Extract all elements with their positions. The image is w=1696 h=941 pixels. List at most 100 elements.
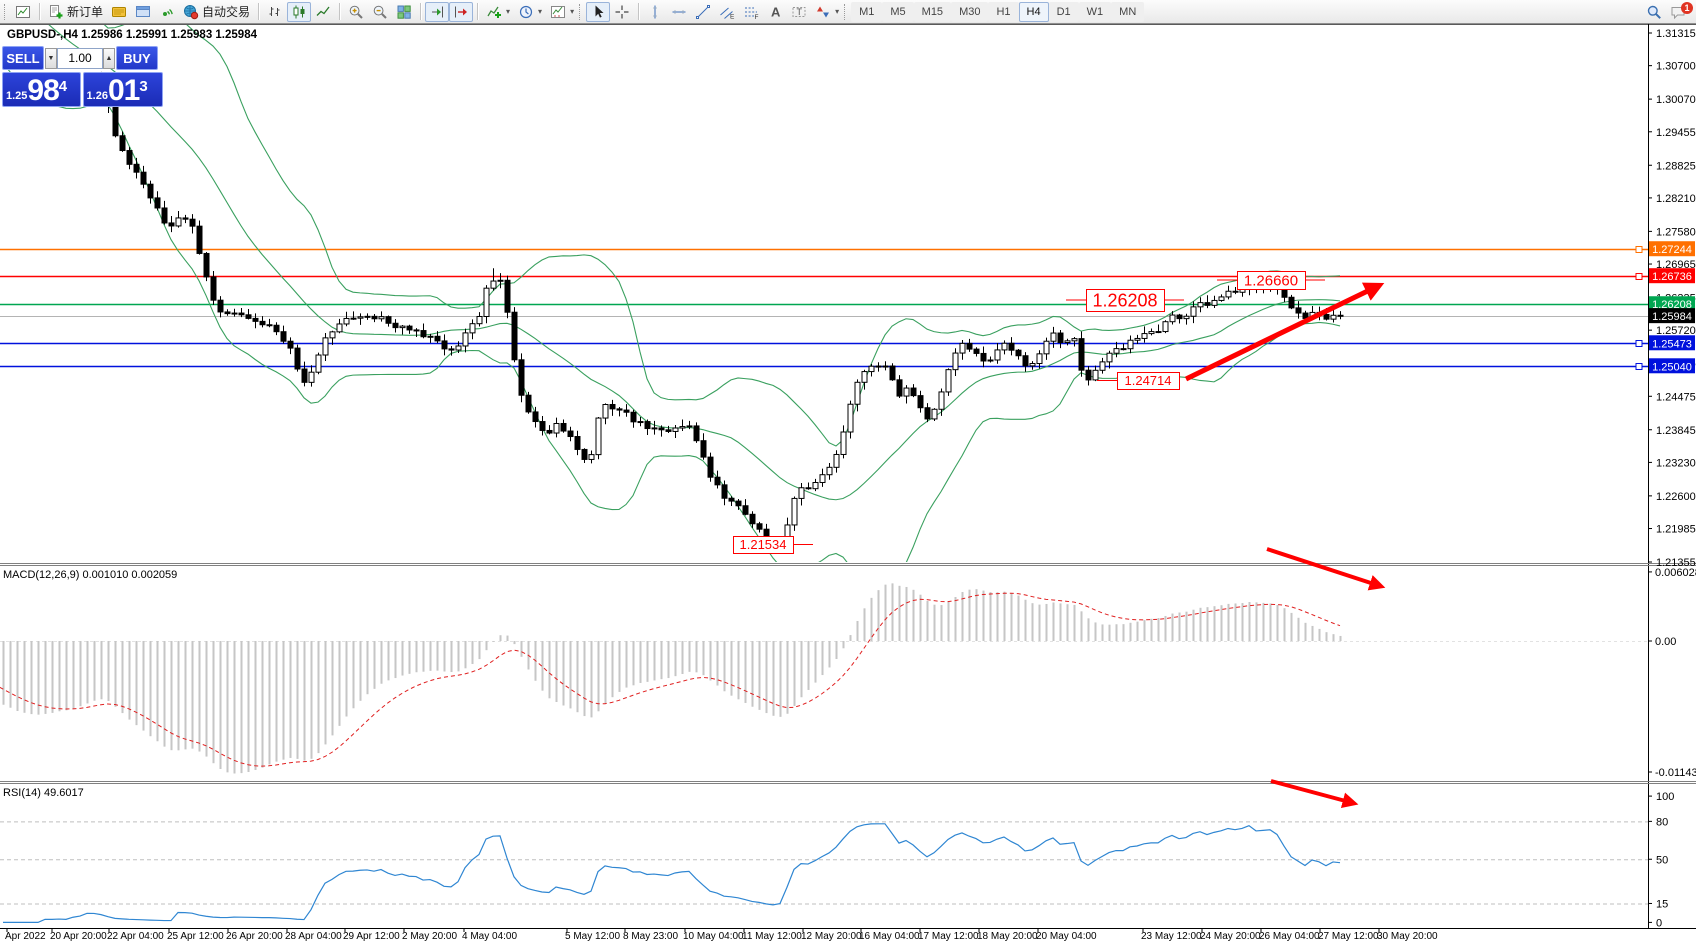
toolbar-navigator-button[interactable] xyxy=(131,2,155,22)
candle xyxy=(819,474,826,484)
main-chart-pane[interactable] xyxy=(0,0,1648,591)
dropdown-arrow-icon[interactable]: ▾ xyxy=(506,7,511,16)
hline-handle[interactable] xyxy=(1635,363,1643,370)
toolbar-chart-window-icon[interactable] xyxy=(11,2,35,22)
price-annotation-box[interactable] xyxy=(733,536,794,554)
candle xyxy=(1232,290,1239,293)
toolbar-zoom-out-button[interactable] xyxy=(368,2,392,22)
label-icon: T xyxy=(792,6,806,17)
price-annotation-box[interactable] xyxy=(1117,372,1180,390)
buy-price-prefix: 1.26 xyxy=(86,90,108,102)
toolbar-line-chart-button[interactable] xyxy=(311,2,335,22)
toolbar-grip[interactable] xyxy=(579,3,583,20)
toolbar-templates-button[interactable]: ▾ xyxy=(546,2,578,22)
candle xyxy=(119,135,126,152)
timeframe-m15-button[interactable]: M15 xyxy=(913,1,952,22)
toolbar-notifications-button[interactable]: 1 xyxy=(1666,1,1693,22)
candle xyxy=(126,150,133,165)
volume-input[interactable] xyxy=(57,47,103,69)
sell-button[interactable]: SELL xyxy=(2,46,44,70)
svg-text:1.26965: 1.26965 xyxy=(1656,259,1696,271)
timeframe-h4-button[interactable]: H4 xyxy=(1018,1,1049,22)
candle xyxy=(476,315,483,325)
sell-price-button[interactable]: 1.25 98 4 xyxy=(2,72,81,107)
candle xyxy=(903,387,910,397)
volume-decrease-button[interactable]: ▼ xyxy=(45,47,57,69)
toolbar-new-order-button[interactable]: 新订单 xyxy=(44,2,107,22)
price-axis[interactable]: 1.31315 1.30700 1.30070 1.29455 1.28825 1.282… xyxy=(1648,28,1696,929)
chart-title: GBPUSD-,H4 1.25986 1.25991 1.25983 1.259… xyxy=(7,29,257,41)
buy-button[interactable]: BUY xyxy=(116,46,158,70)
candle xyxy=(1295,307,1302,314)
toolbar-candlestick-chart-button[interactable] xyxy=(287,1,312,22)
toolbar-autotrading-button[interactable]: 自动交易 xyxy=(179,2,254,22)
price-badge xyxy=(1649,335,1695,351)
buy-price-button[interactable]: 1.26 01 3 xyxy=(82,72,163,107)
hline-handle[interactable] xyxy=(1635,246,1643,253)
candle xyxy=(651,427,658,430)
candle xyxy=(1183,315,1190,320)
toolbar-market-watch-button[interactable] xyxy=(107,2,131,22)
price-annotation-box[interactable] xyxy=(1086,289,1165,312)
price-forecast-arrow[interactable] xyxy=(1184,282,1385,382)
candle xyxy=(1015,349,1022,357)
macd-pane[interactable] xyxy=(0,583,1648,774)
toolbar-zoom-in-button[interactable] xyxy=(344,2,368,22)
svg-text:8 May 23:00: 8 May 23:00 xyxy=(623,931,678,941)
svg-text:1.25473: 1.25473 xyxy=(1652,338,1692,350)
macd-forecast-arrow[interactable] xyxy=(1266,547,1386,591)
toolbar-grip[interactable] xyxy=(844,3,848,20)
candle xyxy=(154,197,161,209)
candle xyxy=(1141,333,1148,339)
hline-handle[interactable] xyxy=(1635,273,1643,280)
candle xyxy=(1050,332,1057,342)
candle xyxy=(588,454,595,460)
toolbar-periods-button[interactable]: ▾ xyxy=(514,2,546,22)
candle xyxy=(441,340,448,350)
toolbar-crosshair-button[interactable] xyxy=(610,2,634,22)
toolbar-grip[interactable] xyxy=(4,3,8,20)
toolbar-bar-chart-button[interactable] xyxy=(263,2,287,22)
macd-signal-line xyxy=(0,592,1341,767)
toolbar-search-button[interactable] xyxy=(1642,2,1666,22)
dropdown-arrow-icon[interactable]: ▾ xyxy=(835,7,840,16)
rsi-forecast-arrow[interactable] xyxy=(1270,779,1359,809)
candle xyxy=(644,421,651,430)
toolbar-equidistant-channel-button[interactable]: E xyxy=(715,2,739,22)
candle xyxy=(287,340,294,349)
toolbar-cursor-button[interactable] xyxy=(586,1,611,22)
dropdown-arrow-icon[interactable]: ▾ xyxy=(570,7,575,16)
toolbar-tile-windows-button[interactable] xyxy=(392,2,416,22)
timeframe-w1-button[interactable]: W1 xyxy=(1078,1,1112,22)
hline-handle[interactable] xyxy=(1635,340,1643,347)
timeframe-m5-button[interactable]: M5 xyxy=(882,1,914,22)
timeframe-h1-button[interactable]: H1 xyxy=(988,1,1019,22)
volume-increase-button[interactable]: ▲ xyxy=(103,47,115,69)
toolbar-fibonacci-button[interactable]: F xyxy=(739,2,763,22)
timeframe-d1-button[interactable]: D1 xyxy=(1048,1,1079,22)
toolbar-vertical-line-button[interactable] xyxy=(643,2,667,22)
time-axis[interactable]: Apr 2022 20 Apr 20:00 22 Apr 04:00 25 Apr 1… xyxy=(5,929,1438,941)
timeframe-m30-button[interactable]: M30 xyxy=(951,1,989,22)
candle xyxy=(280,331,287,342)
toolbar-text-button[interactable]: A xyxy=(763,2,787,22)
timeframe-mn-button[interactable]: MN xyxy=(1111,1,1145,22)
dropdown-arrow-icon[interactable]: ▾ xyxy=(538,7,543,16)
toolbar-signals-button[interactable] xyxy=(155,2,179,22)
svg-text:1.30070: 1.30070 xyxy=(1656,94,1696,106)
toolbar-trendline-button[interactable] xyxy=(691,2,715,22)
toolbar-auto-scroll-button[interactable] xyxy=(425,1,450,22)
timeframe-m1-button[interactable]: M1 xyxy=(851,1,883,22)
toolbar-arrows-button[interactable]: ▾ xyxy=(811,2,843,22)
buy-price-sup: 3 xyxy=(139,78,148,95)
candle xyxy=(1036,353,1043,365)
toolbar-horizontal-line-button[interactable] xyxy=(667,2,691,22)
candle xyxy=(560,422,567,432)
rsi-pane[interactable] xyxy=(0,821,1648,924)
toolbar-indicators-button[interactable]: ▾ xyxy=(482,2,514,22)
toolbar-text-label-button[interactable]: T xyxy=(787,2,811,22)
svg-text:F: F xyxy=(755,14,759,20)
toolbar-chart-shift-button[interactable] xyxy=(449,1,474,22)
candle xyxy=(1064,340,1071,344)
price-annotation-box[interactable] xyxy=(1237,271,1306,290)
